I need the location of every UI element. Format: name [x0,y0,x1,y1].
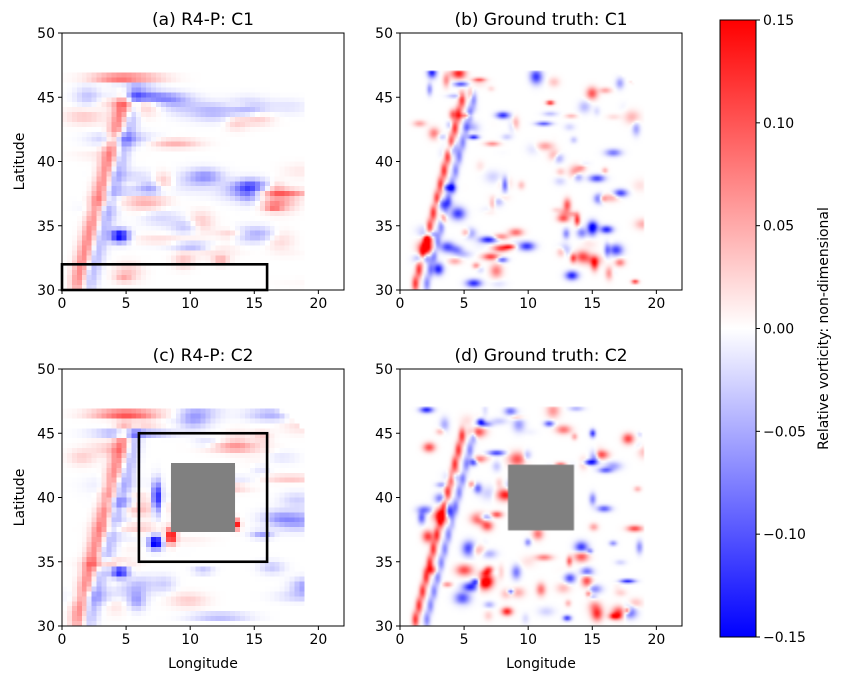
y-tick-label-b-35: 35 [375,219,393,235]
x-axis-label-c: Longitude [168,656,238,672]
panel-a: 0 5 10 15 20 30 35 40 45 50 (a) R4-P: C1 Latitude [12,10,345,312]
x-tick-label-c-15: 15 [245,632,263,648]
colorbar-gradient [719,19,757,638]
y-tick-label-c-40: 40 [37,491,55,507]
x-tick-label-b-20: 20 [647,296,665,312]
y-tick-label-a-35: 35 [37,219,55,235]
heatmap-b [400,33,682,290]
y-tick-label-b-50: 50 [375,26,393,42]
y-tick-label-a-30: 30 [37,283,55,299]
y-tick-label-c-50: 50 [37,362,55,378]
panel-c: 0 5 10 15 20 30 35 40 45 50 (c) R4-P: C2 Longitude L… [12,346,345,672]
panel-d: 0 5 10 15 20 30 35 40 45 50 (d) Ground truth: C2 Lo… [375,346,683,672]
y-tick-label-b-40: 40 [375,155,393,171]
y-axis-label-a: Latitude [12,133,28,191]
y-tick-label-a-40: 40 [37,155,55,171]
x-tick-label-a-10: 10 [181,296,199,312]
x-tick-label-d-15: 15 [583,632,601,648]
x-tick-label-b-10: 10 [519,296,537,312]
x-tick-label-d-5: 5 [460,632,469,648]
colorbar-tick-label-5: 0.10 [763,116,794,132]
colorbar-tick-label-6: 0.15 [763,13,794,29]
panel-title-d: (d) Ground truth: C2 [454,346,627,366]
y-tick-label-d-50: 50 [375,362,393,378]
panel-title-c: (c) R4-P: C2 [153,346,254,366]
y-tick-label-d-35: 35 [375,555,393,571]
x-tick-label-a-15: 15 [245,296,263,312]
x-tick-label-a-20: 20 [309,296,327,312]
y-tick-label-d-30: 30 [375,619,393,635]
y-tick-label-d-45: 45 [375,426,393,442]
x-tick-label-d-0: 0 [396,632,405,648]
x-tick-label-b-15: 15 [583,296,601,312]
y-tick-label-a-50: 50 [37,26,55,42]
y-axis-label-c: Latitude [12,469,28,527]
y-tick-label-a-45: 45 [37,90,55,106]
x-tick-label-a-0: 0 [58,296,67,312]
x-tick-label-b-5: 5 [460,296,469,312]
colorbar-tick-label-4: 0.05 [763,219,794,235]
y-tick-label-c-35: 35 [37,555,55,571]
y-tick-label-c-45: 45 [37,426,55,442]
masked-island-d [508,465,574,530]
annotation-box-c-0 [137,431,269,564]
x-tick-label-d-20: 20 [647,632,665,648]
x-tick-label-c-10: 10 [181,632,199,648]
panel-b: 0 5 10 15 20 30 35 40 45 50 (b) Ground truth: C1 [375,10,683,312]
x-tick-label-c-5: 5 [122,632,131,648]
panel-title-b: (b) Ground truth: C1 [454,10,627,30]
x-tick-label-b-0: 0 [396,296,405,312]
y-tick-label-b-45: 45 [375,90,393,106]
colorbar-label: Relative vorticity: non-dimensional [816,207,832,450]
colorbar-tick-label-0: −0.15 [763,630,806,646]
x-tick-label-a-5: 5 [122,296,131,312]
y-tick-label-b-30: 30 [375,283,393,299]
y-tick-label-c-30: 30 [37,619,55,635]
colorbar-tick-label-1: −0.10 [763,527,806,543]
x-tick-label-c-20: 20 [309,632,327,648]
x-tick-label-c-0: 0 [58,632,67,648]
heatmap-a [62,33,344,290]
colorbar: −0.15 −0.10 −0.05 0.00 0.05 0.10 0.15 Relative … [719,13,832,646]
x-tick-label-d-10: 10 [519,632,537,648]
y-tick-label-d-40: 40 [375,491,393,507]
colorbar-tick-label-3: 0.00 [763,322,794,338]
masked-island-c [170,465,236,530]
panel-title-a: (a) R4-P: C1 [152,10,254,30]
colorbar-tick-label-2: −0.05 [763,424,806,440]
x-axis-label-d: Longitude [506,656,576,672]
